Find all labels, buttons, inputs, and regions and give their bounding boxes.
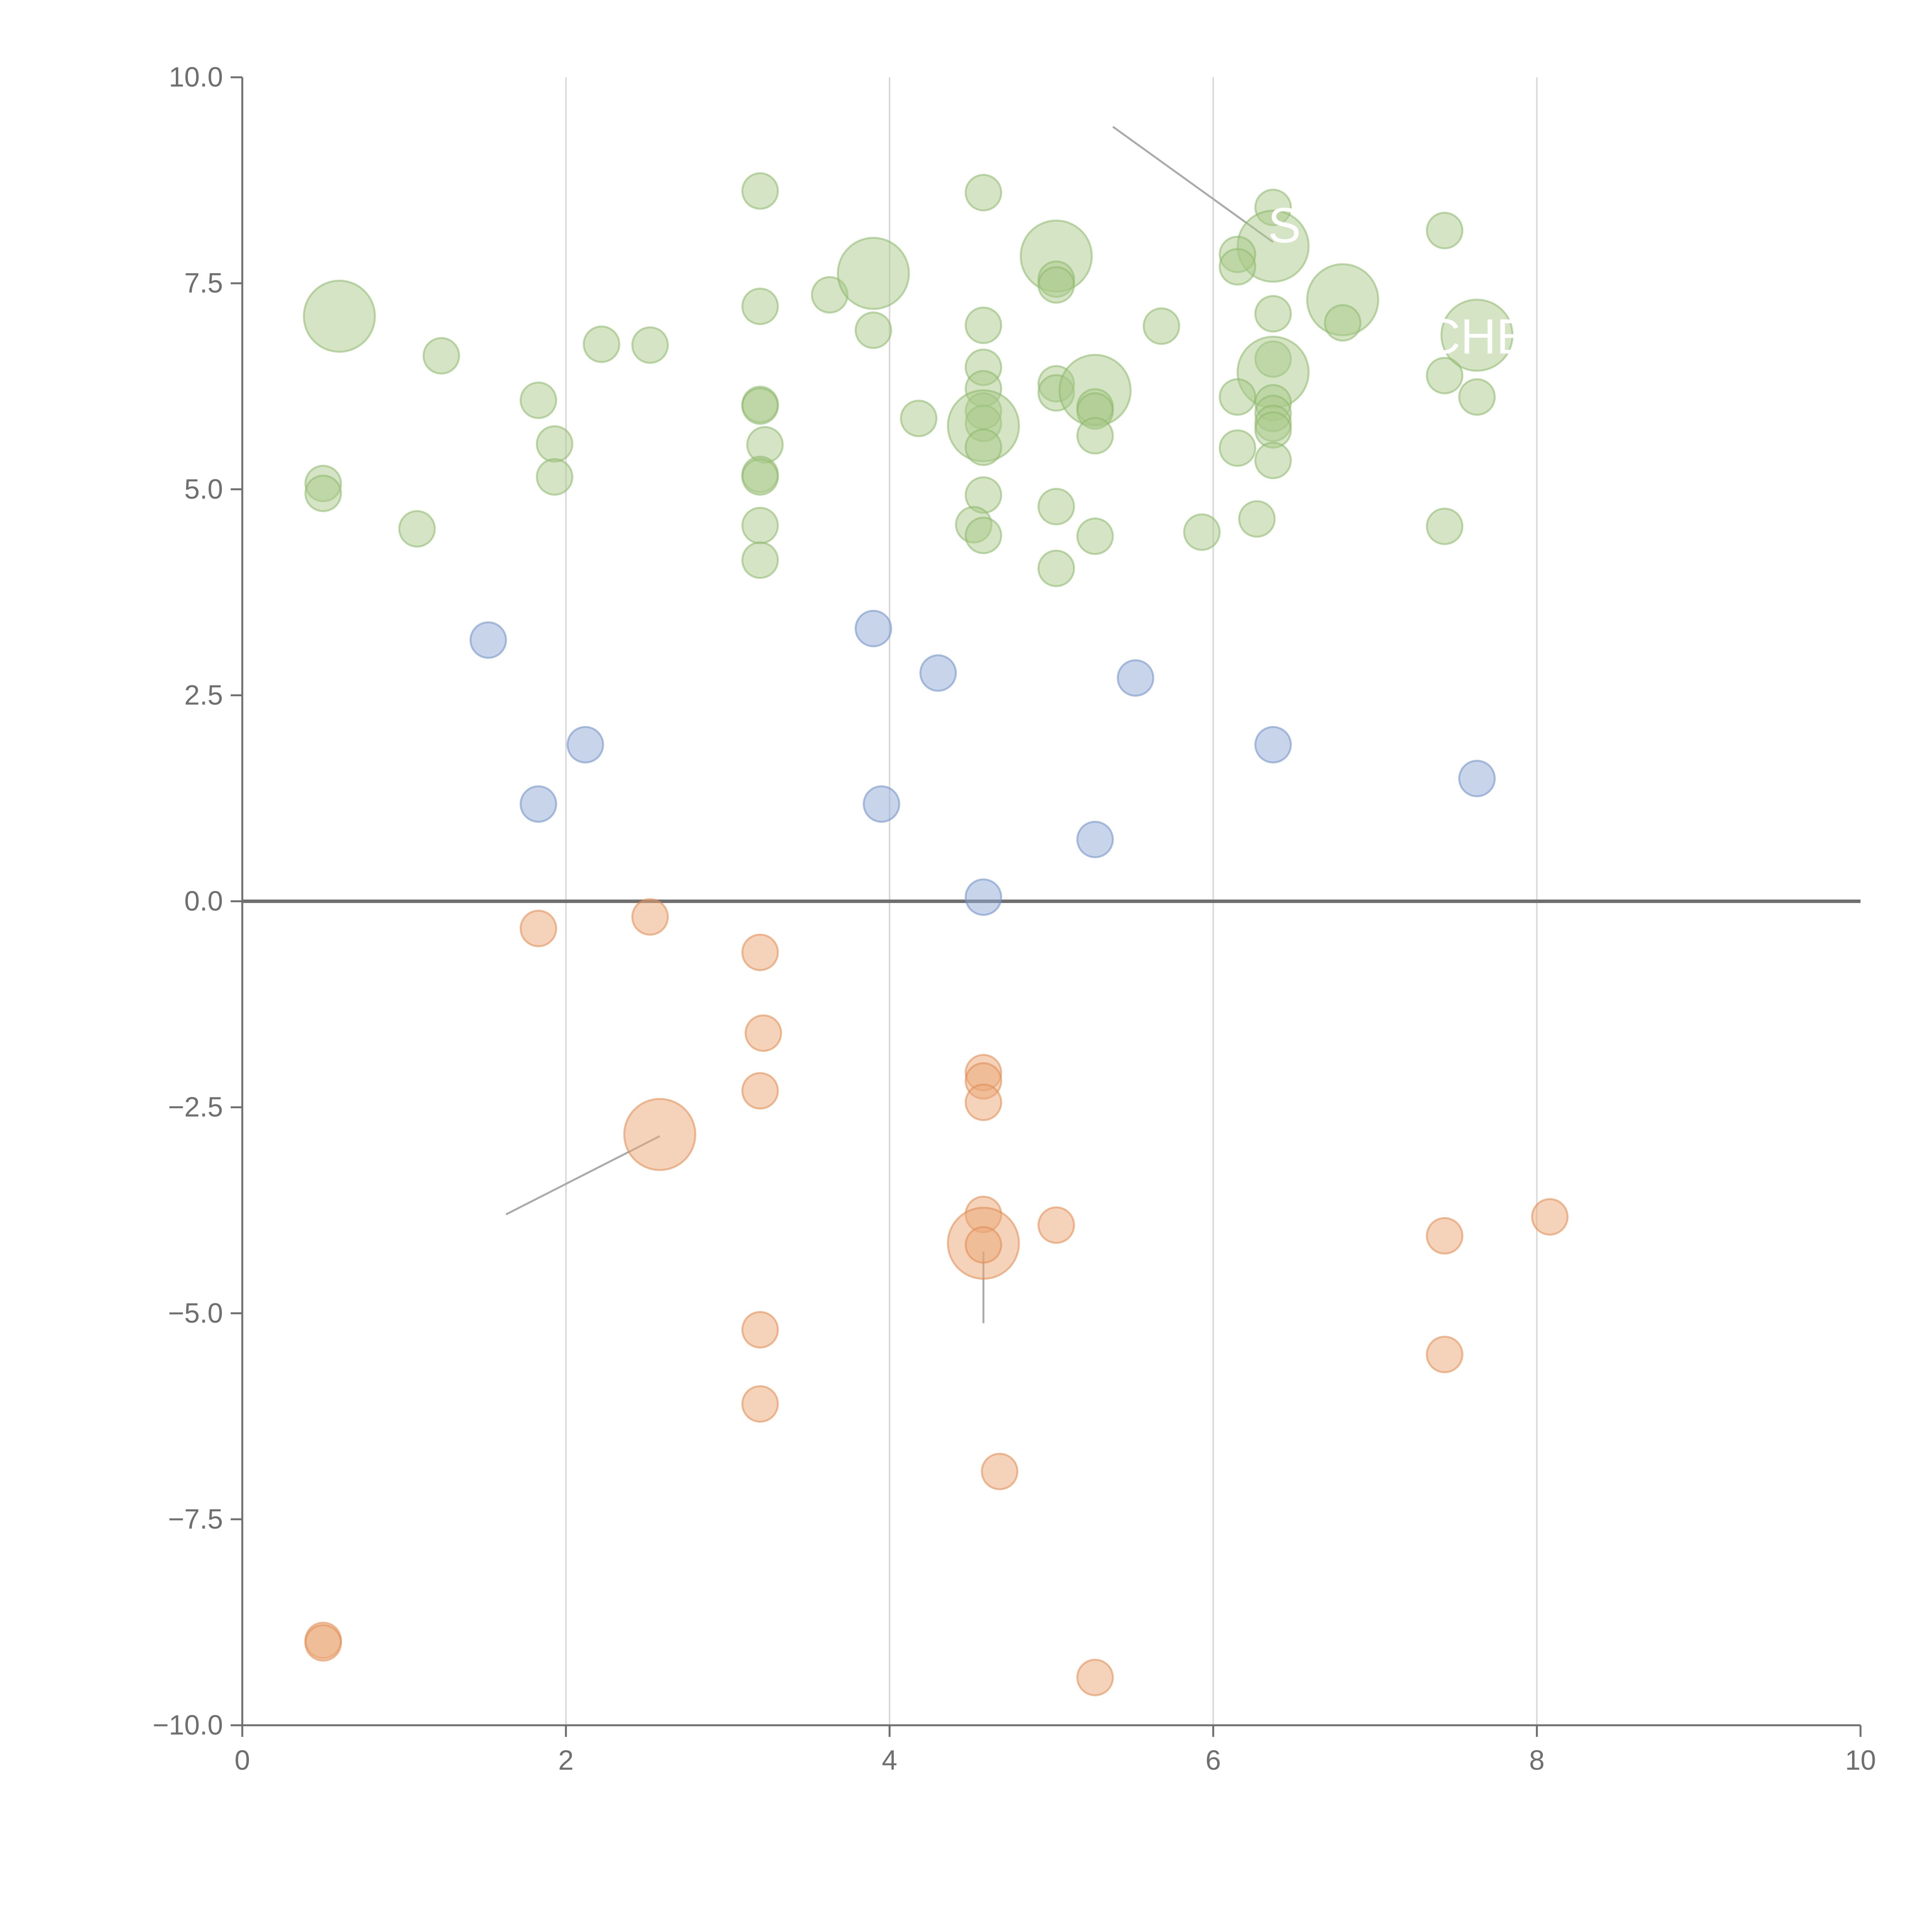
orange-bubble — [631, 898, 669, 936]
green-bubble — [536, 458, 573, 496]
blue-bubble — [566, 726, 604, 764]
green-bubble — [1143, 307, 1180, 345]
blue-bubble — [862, 785, 900, 823]
bubble-annotation: S — [1268, 198, 1301, 253]
green-bubble — [1183, 513, 1221, 551]
green-bubble — [964, 517, 1002, 554]
green-bubble — [964, 174, 1002, 212]
green-bubble — [1426, 357, 1464, 395]
orange-bubble — [1426, 1335, 1464, 1373]
orange-bubble — [1531, 1198, 1569, 1236]
green-bubble — [741, 172, 779, 210]
green-bubble — [1458, 378, 1496, 416]
y-tick-label: 10.0 — [169, 62, 223, 93]
orange-bubble — [1076, 1658, 1114, 1696]
x-tick-label: 8 — [1529, 1745, 1544, 1776]
bubble-annotation: CHE — [1425, 309, 1529, 364]
green-bubble — [1254, 295, 1292, 333]
green-bubble — [1219, 429, 1257, 467]
y-tick-label: −2.5 — [168, 1092, 223, 1123]
blue-bubble — [1076, 821, 1114, 859]
green-bubble — [583, 325, 621, 363]
y-tick-label: 5.0 — [184, 474, 223, 505]
green-bubble — [1076, 517, 1114, 555]
green-bubble — [1440, 298, 1514, 372]
orange-bubble — [964, 1226, 1002, 1264]
orange-bubble — [741, 1311, 779, 1349]
y-tick-label: −10.0 — [153, 1710, 223, 1741]
blue-bubble — [1117, 659, 1155, 697]
orange-bubble — [741, 1385, 779, 1423]
green-bubble — [741, 541, 779, 579]
x-tick-label: 6 — [1206, 1745, 1221, 1776]
bubble-labels: S CHE — [1268, 198, 1529, 364]
green-bubble — [304, 474, 342, 512]
green-bubble — [1076, 417, 1114, 455]
green-bubble — [398, 510, 436, 548]
green-bubble — [837, 237, 910, 310]
green-bubble — [1238, 500, 1276, 538]
orange-bubble — [623, 1098, 697, 1171]
green-bubble — [303, 279, 376, 353]
green-bubble — [519, 381, 557, 419]
orange-bubble — [1426, 1217, 1464, 1255]
green-bubble — [1254, 442, 1292, 480]
x-tick-label: 4 — [882, 1745, 897, 1776]
green-bubble — [741, 458, 779, 496]
green-bubble — [1426, 212, 1464, 250]
blue-bubble — [469, 621, 507, 659]
blue-bubble — [1254, 726, 1292, 764]
green-bubble — [964, 306, 1002, 344]
y-tick-label: 2.5 — [184, 680, 223, 711]
blue-bubble — [964, 878, 1002, 916]
y-tick-label: 7.5 — [184, 268, 223, 299]
x-tick-label: 2 — [558, 1745, 574, 1776]
x-tick-label: 0 — [235, 1745, 250, 1776]
green-bubble — [741, 387, 779, 425]
y-tick-label: 0.0 — [184, 886, 223, 917]
axes: 10.0 7.5 5.0 2.5 0.0 −2.5 −5.0 −7.5 −10.0 0 2 4 6 8 10 — [153, 62, 1876, 1776]
green-bubble — [854, 311, 892, 349]
orange-bubble — [741, 934, 779, 971]
orange-bubble — [304, 1624, 342, 1662]
green-bubble — [1037, 549, 1075, 587]
blue-bubble — [854, 610, 892, 648]
leader-lines — [338, 126, 1360, 1323]
green-bubble — [1037, 266, 1075, 304]
green-bubble — [1219, 378, 1257, 416]
blue-bubble — [519, 785, 557, 823]
orange-bubble — [981, 1452, 1019, 1490]
green-bubble — [741, 507, 779, 544]
green-bubble — [964, 428, 1002, 466]
orange-bubble — [741, 1072, 779, 1110]
y-tick-label: −5.0 — [168, 1298, 223, 1329]
green-bubble — [1219, 248, 1257, 286]
x-tick-label: 10 — [1845, 1745, 1876, 1776]
orange-bubble — [745, 1014, 782, 1052]
blue-bubble — [919, 654, 957, 692]
blue-bubble — [1458, 760, 1496, 798]
green-bubble — [1037, 488, 1075, 526]
orange-bubble — [964, 1083, 1002, 1121]
y-tick-label: −7.5 — [168, 1504, 223, 1535]
green-bubble — [1426, 507, 1464, 545]
green-bubble — [1324, 304, 1362, 342]
green-bubble — [536, 425, 573, 463]
bubbles — [303, 172, 1569, 1696]
green-bubble — [900, 400, 938, 437]
green-bubble — [631, 326, 669, 364]
green-bubble — [422, 337, 460, 375]
orange-bubble — [519, 910, 557, 947]
green-bubble — [741, 287, 779, 325]
orange-bubble — [1037, 1206, 1075, 1244]
